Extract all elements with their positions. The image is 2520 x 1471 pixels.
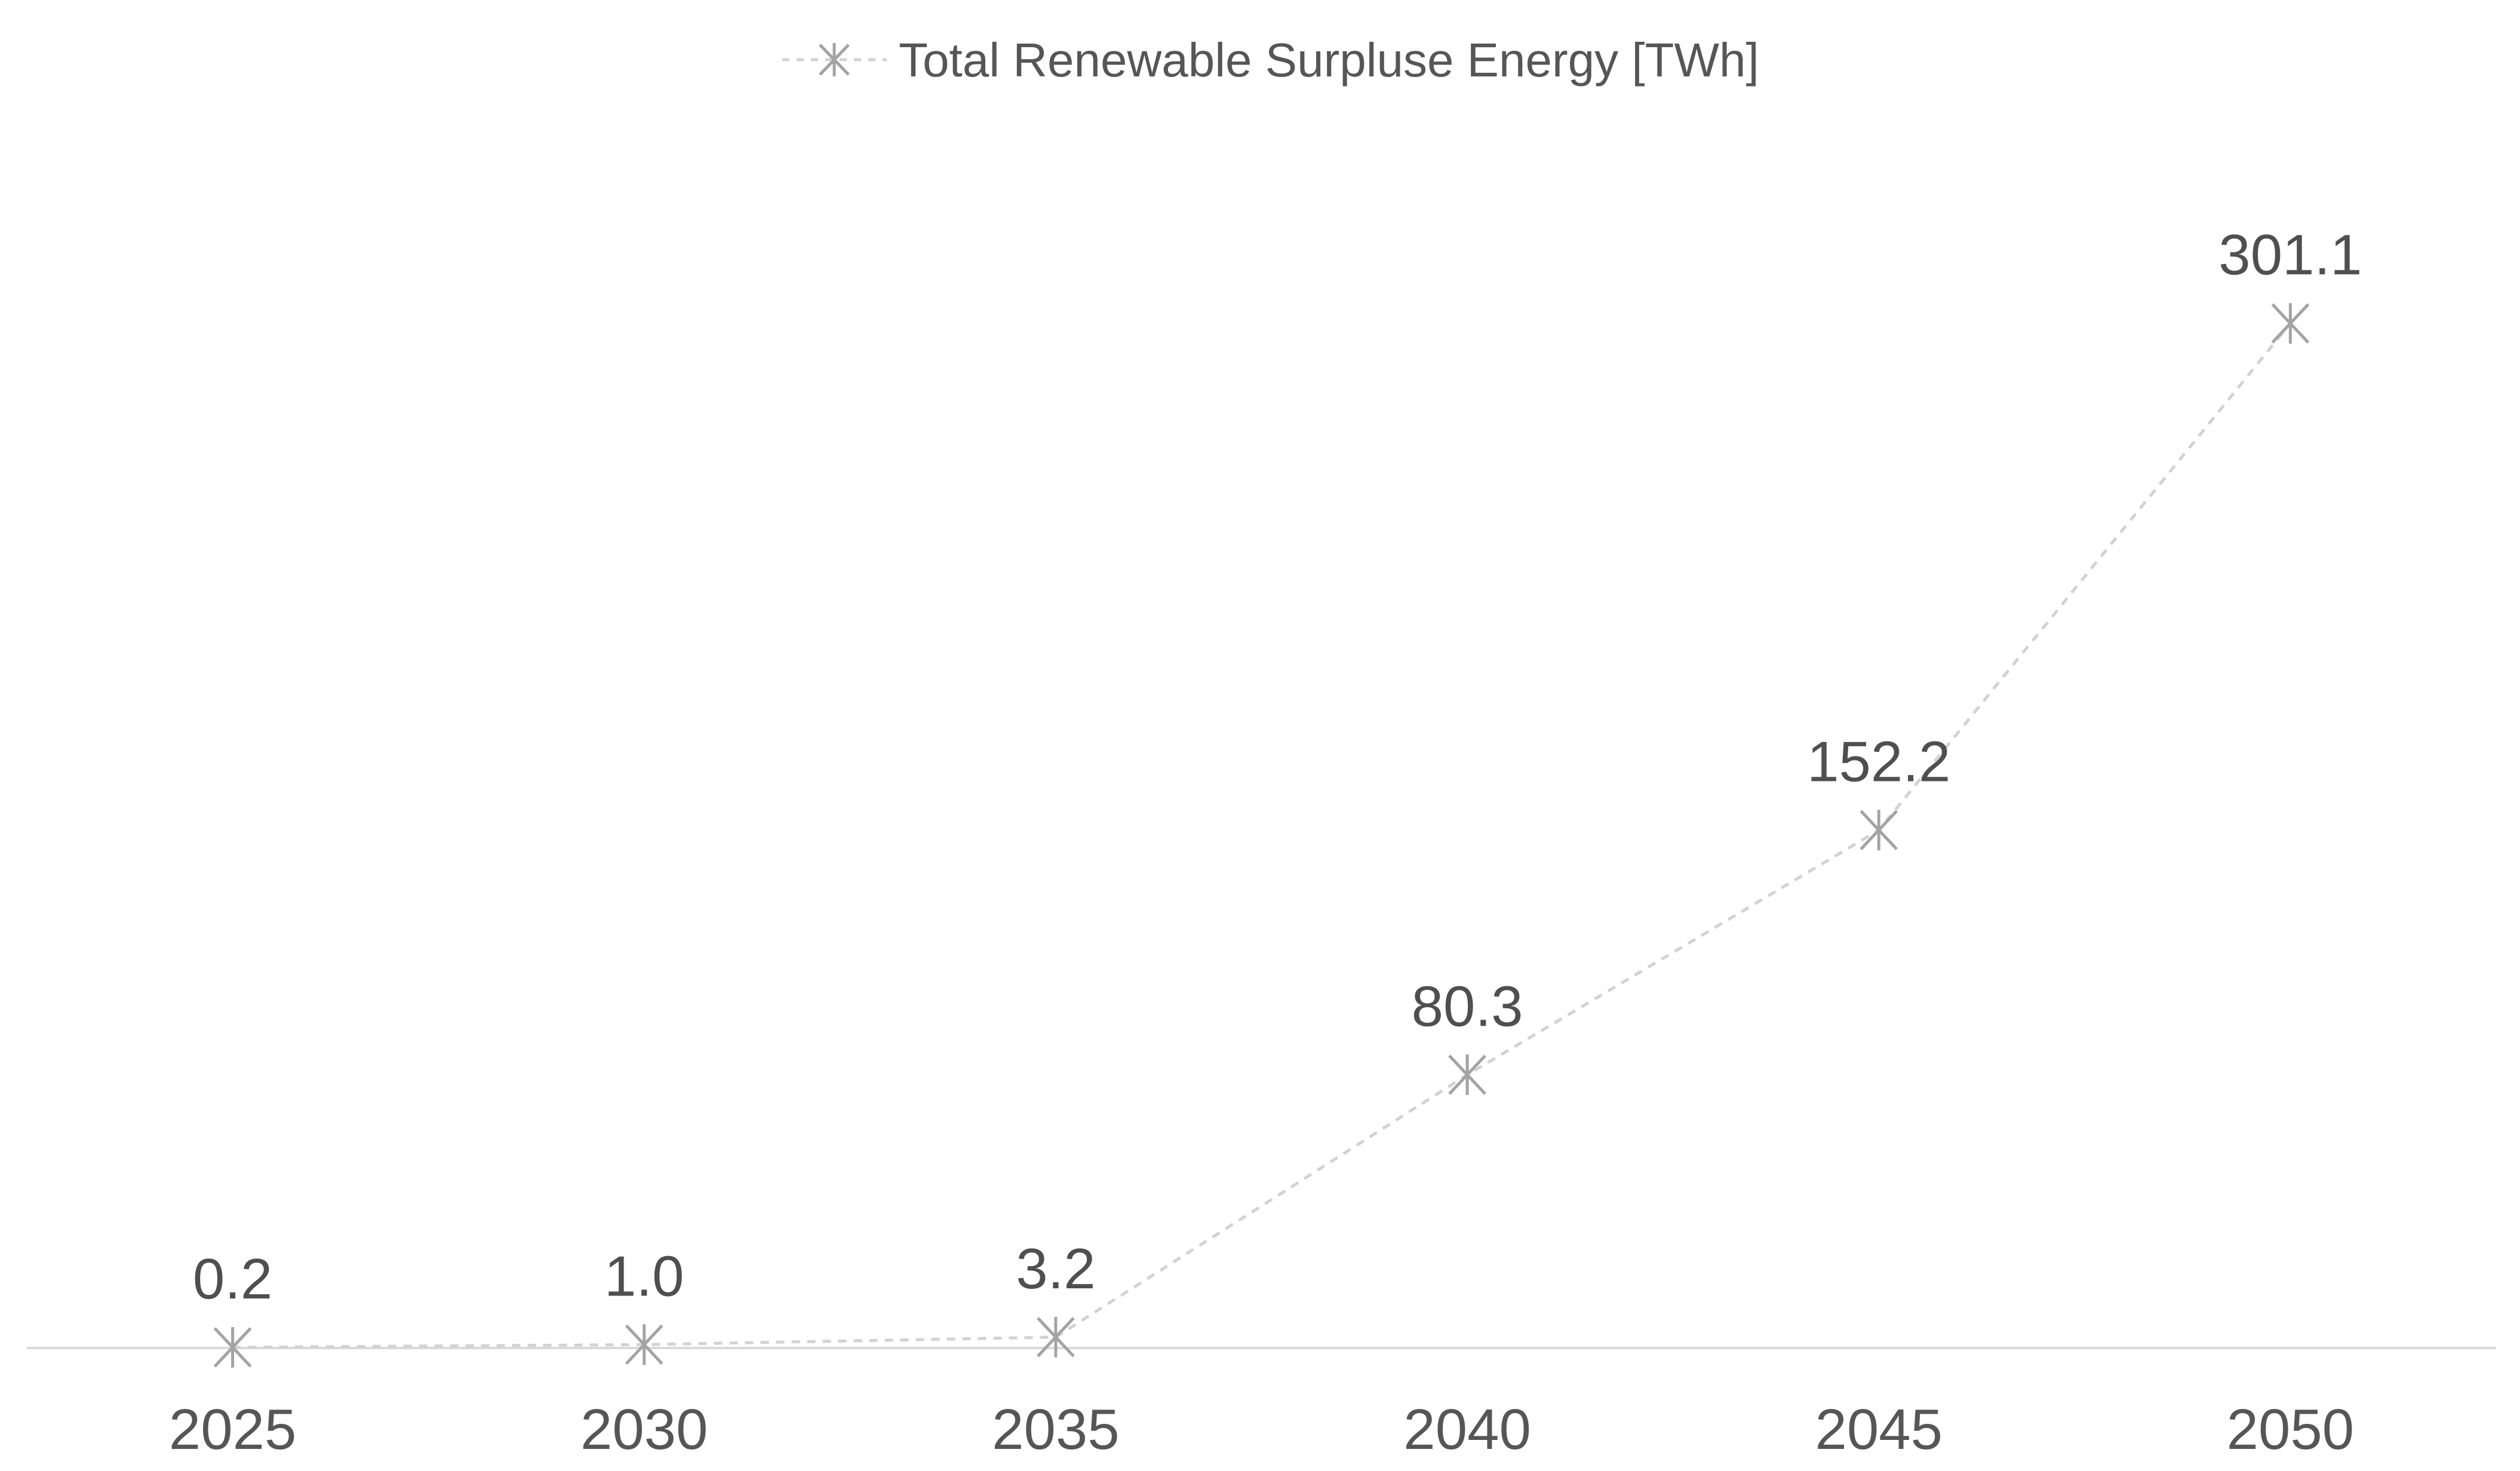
x-axis-tick-label-2045: 2045 [1815, 1398, 1943, 1461]
data-point-marker-2050 [2271, 303, 2310, 344]
data-point-marker-2035 [1037, 1316, 1075, 1358]
data-label-2030: 1.0 [604, 1244, 684, 1308]
asterisk-marker-stroke [1860, 810, 1898, 851]
data-point-marker-2040 [1448, 1054, 1486, 1095]
asterisk-marker-stroke [1037, 1317, 1075, 1358]
asterisk-marker-stroke [2271, 303, 2310, 344]
x-axis-tick-label-2025: 2025 [169, 1398, 297, 1461]
legend-label: Total Renewable Surpluse Energy [TWh] [899, 33, 1759, 87]
x-axis-tick-label-2035: 2035 [992, 1398, 1120, 1461]
data-label-2035: 3.2 [1016, 1237, 1095, 1301]
asterisk-marker-stroke [625, 1324, 663, 1365]
x-axis-tick-label-2030: 2030 [580, 1398, 708, 1461]
asterisk-marker-stroke [213, 1327, 252, 1368]
data-label-2050: 301.1 [2218, 223, 2362, 287]
asterisk-marker-stroke [1448, 1054, 1486, 1095]
series-line [232, 322, 2292, 1349]
x-axis-tick-label-2040: 2040 [1403, 1398, 1531, 1461]
data-point-marker-2025 [213, 1327, 252, 1368]
data-point-marker-2030 [625, 1324, 663, 1365]
data-label-2045: 152.2 [1807, 730, 1950, 793]
data-label-2025: 0.2 [193, 1247, 272, 1311]
data-point-marker-2045 [1860, 810, 1898, 851]
data-label-2040: 80.3 [1412, 974, 1523, 1038]
x-axis-tick-label-2050: 2050 [2227, 1398, 2355, 1461]
legend-asterisk-icon [819, 43, 850, 76]
legend-line-marker-icon [782, 43, 887, 76]
plot-area: 0.2 2025 1.0 2030 3.2 2035 80.3 2040 152.2 2045 30… [27, 223, 2496, 1461]
